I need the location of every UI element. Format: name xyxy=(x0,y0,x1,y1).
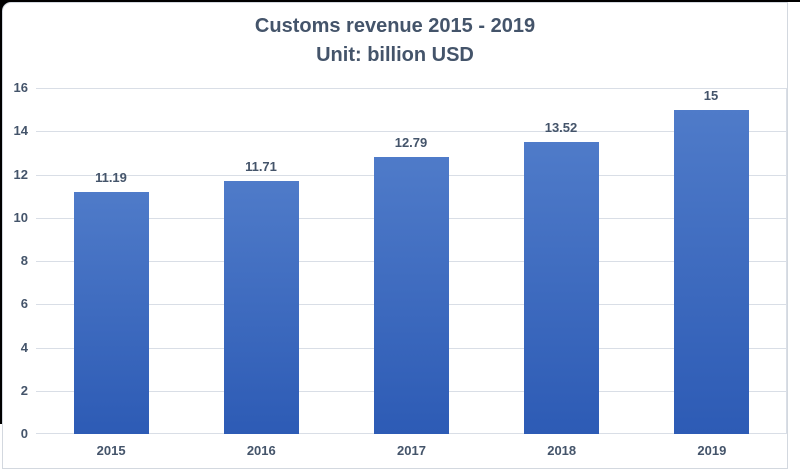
plot-area: 11.19 11.71 12.79 13.52 15 xyxy=(36,88,787,434)
y-tick-label: 14 xyxy=(13,123,28,139)
bar-2018 xyxy=(523,141,599,434)
window-left-edge xyxy=(0,0,2,424)
x-tick-label: 2016 xyxy=(246,443,276,458)
chart-subtitle: Unit: billion USD xyxy=(316,44,474,66)
x-tick-label: 2018 xyxy=(547,443,577,458)
y-tick-label: 0 xyxy=(20,426,28,441)
bar-2017 xyxy=(373,157,449,434)
x-tick-label: 2015 xyxy=(96,443,126,458)
x-tick-label: 2019 xyxy=(697,443,727,458)
chart-title: Customs revenue 2015 - 2019 xyxy=(254,15,536,37)
x-tick-label: 2017 xyxy=(397,443,426,458)
x-axis-labels: 2015 2016 2017 2018 2019 xyxy=(36,434,787,468)
y-tick-label: 2 xyxy=(20,382,28,398)
bar-2016 xyxy=(223,180,299,434)
data-label: 11.19 xyxy=(95,170,127,186)
data-label: 15 xyxy=(703,87,719,103)
bar-2019 xyxy=(673,109,749,434)
chart-title-block: Customs revenue 2015 - 2019 Unit: billio… xyxy=(3,12,787,70)
chart-card: Customs revenue 2015 - 2019 Unit: billio… xyxy=(2,2,788,469)
y-axis-labels: 0 2 4 6 8 10 12 14 16 xyxy=(3,80,28,441)
data-label: 11.71 xyxy=(245,158,277,174)
y-tick-label: 8 xyxy=(20,253,28,268)
gridline xyxy=(36,88,786,89)
y-tick-label: 16 xyxy=(13,80,28,95)
y-tick-label: 4 xyxy=(20,339,28,355)
y-tick-label: 10 xyxy=(13,209,28,225)
bar-2015 xyxy=(73,192,149,434)
window-top-edge xyxy=(0,0,800,2)
data-label: 12.79 xyxy=(394,135,428,151)
y-tick-label: 6 xyxy=(20,296,28,312)
y-tick-label: 12 xyxy=(13,166,28,182)
gridline xyxy=(36,131,786,133)
data-label: 13.52 xyxy=(544,119,578,135)
